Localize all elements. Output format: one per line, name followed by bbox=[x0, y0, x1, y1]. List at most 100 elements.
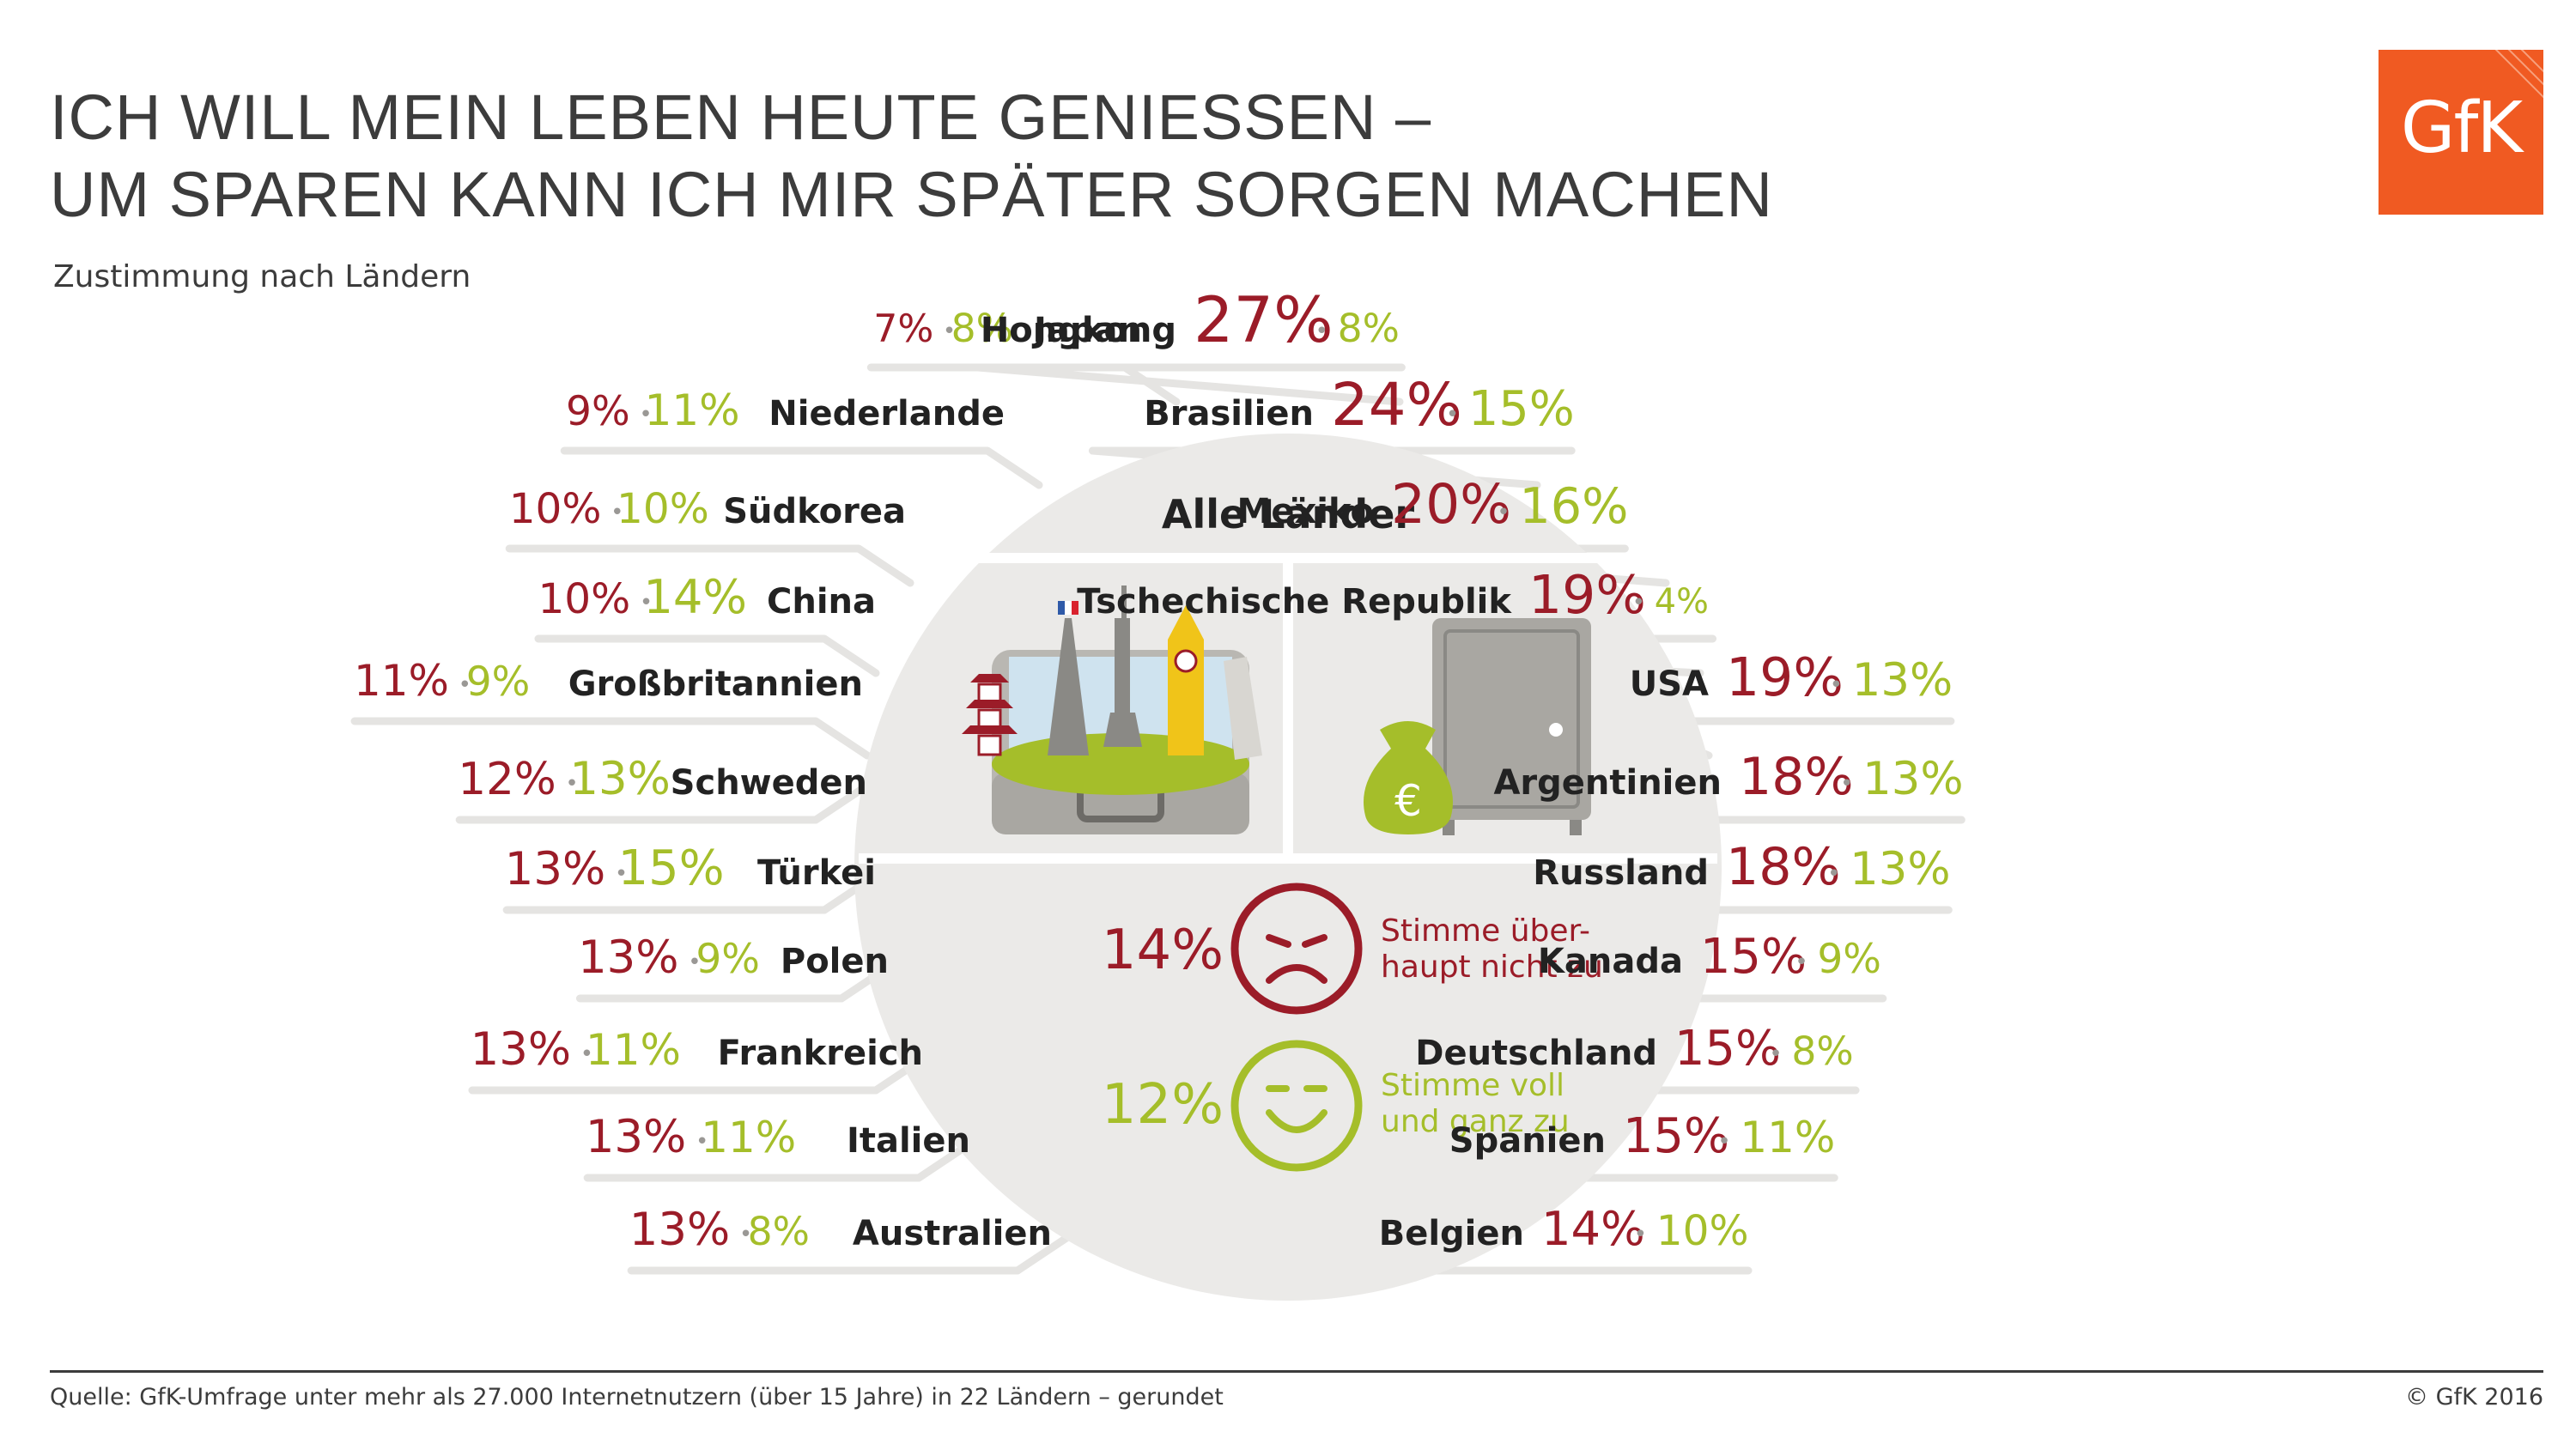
country-rows: Japan8%•7%Niederlande11%•9%Südkorea10%•1… bbox=[354, 284, 1964, 1256]
overall-agree-label-line-2: und ganz zu bbox=[1381, 1104, 1570, 1139]
agree-value-gro-britannien: 9% bbox=[466, 658, 531, 706]
country-label-polen: Polen bbox=[781, 942, 889, 981]
overall-disagree-label-line-1: Stimme über- bbox=[1381, 913, 1590, 949]
disagree-value-tschechische-republik: 19% bbox=[1528, 564, 1646, 626]
suitcase-landmarks-icon bbox=[962, 585, 1262, 834]
leader-line-hongkong bbox=[974, 363, 1406, 406]
separator-dot-schweden: • bbox=[565, 771, 578, 797]
disagree-value-s-dkorea: 10% bbox=[509, 485, 602, 533]
separator-dot-argentinien: • bbox=[1840, 771, 1853, 797]
sad-face-icon bbox=[1230, 883, 1363, 1015]
country-label-italien: Italien bbox=[847, 1121, 970, 1161]
country-label-china: China bbox=[767, 582, 876, 622]
country-label-s-dkorea: Südkorea bbox=[723, 492, 906, 531]
agree-value-schweden: 13% bbox=[569, 753, 670, 805]
overall-disagree-value: 14% bbox=[1102, 919, 1224, 982]
gfk-logo: GfK bbox=[2379, 50, 2543, 215]
country-label-spanien: Spanien bbox=[1449, 1121, 1606, 1161]
disagree-value-mexiko: 20% bbox=[1391, 473, 1511, 536]
agree-value-kanada: 9% bbox=[1817, 936, 1881, 983]
disagree-value-russland: 18% bbox=[1726, 837, 1841, 897]
disagree-value-polen: 13% bbox=[578, 931, 678, 984]
agree-value-s-dkorea: 10% bbox=[617, 485, 709, 533]
disagree-value-deutschland: 15% bbox=[1674, 1021, 1781, 1077]
country-label-hongkong: Hongkong bbox=[981, 311, 1176, 350]
agree-value-t-rkei: 15% bbox=[618, 840, 725, 896]
agree-value-mexiko: 16% bbox=[1519, 478, 1628, 535]
disagree-value-spanien: 15% bbox=[1623, 1108, 1729, 1164]
logo-stripes-icon bbox=[2494, 50, 2543, 99]
separator-dot-australien: • bbox=[739, 1222, 752, 1247]
disagree-value-frankreich: 13% bbox=[471, 1023, 571, 1076]
agree-value-niederlande: 11% bbox=[645, 385, 740, 435]
leader-line-niederlande bbox=[560, 446, 1043, 489]
disagree-value-belgien: 14% bbox=[1541, 1202, 1645, 1256]
agree-value-tschechische-republik: 4% bbox=[1655, 582, 1709, 622]
overall-disagree-label-line-2: haupt nicht zu bbox=[1381, 949, 1603, 985]
separator-dot-frankreich: • bbox=[580, 1041, 593, 1067]
leader-line-australien bbox=[627, 1232, 1073, 1275]
agree-value-japan: 8% bbox=[951, 306, 1013, 351]
disagree-value-niederlande: 9% bbox=[566, 388, 630, 435]
disagree-value-t-rkei: 13% bbox=[505, 843, 605, 895]
disagree-value-argentinien: 18% bbox=[1739, 747, 1854, 807]
separator-dot-japan: • bbox=[943, 319, 956, 344]
country-label-deutschland: Deutschland bbox=[1415, 1034, 1657, 1073]
agree-value-frankreich: 11% bbox=[586, 1025, 681, 1075]
leader-line-s-dkorea bbox=[505, 544, 914, 587]
disagree-value-italien: 13% bbox=[586, 1111, 686, 1163]
agree-value-australien: 8% bbox=[748, 1209, 810, 1254]
separator-dot-mexiko: • bbox=[1497, 500, 1510, 525]
agree-value-brasilien: 15% bbox=[1468, 381, 1575, 437]
disagree-value-china: 10% bbox=[538, 575, 630, 623]
separator-dot-usa: • bbox=[1830, 672, 1843, 698]
agree-value-belgien: 10% bbox=[1656, 1207, 1749, 1255]
country-label-russland: Russland bbox=[1533, 853, 1709, 893]
page-title-line-1: ICH WILL MEIN LEBEN HEUTE GENIESSEN – bbox=[50, 82, 1432, 153]
separator-dot-tschechische-republik: • bbox=[1632, 590, 1645, 616]
page-title-line-2: UM SPAREN KANN ICH MIR SPÄTER SORGEN MAC… bbox=[50, 159, 1773, 230]
country-label-niederlande: Niederlande bbox=[769, 394, 1005, 434]
disagree-value-usa: 19% bbox=[1726, 646, 1844, 708]
leader-line-gro-britannien bbox=[350, 717, 872, 760]
source-note: Quelle: GfK-Umfrage unter mehr als 27.00… bbox=[50, 1384, 1224, 1411]
agree-value-china: 14% bbox=[643, 570, 747, 624]
disagree-value-hongkong: 27% bbox=[1194, 284, 1334, 357]
country-label-japan: Japan bbox=[1031, 311, 1142, 350]
separator-dot-belgien: • bbox=[1634, 1222, 1647, 1247]
disagree-value-gro-britannien: 11% bbox=[354, 656, 449, 706]
agree-value-argentinien: 13% bbox=[1862, 753, 1963, 805]
separator-dot-deutschland: • bbox=[1769, 1041, 1782, 1067]
country-label-kanada: Kanada bbox=[1538, 942, 1683, 981]
separator-dot-spanien: • bbox=[1717, 1129, 1730, 1155]
agree-value-polen: 9% bbox=[696, 936, 760, 983]
separator-dot-china: • bbox=[640, 590, 653, 616]
agree-value-usa: 13% bbox=[1852, 654, 1953, 707]
disagree-value-australien: 13% bbox=[629, 1204, 730, 1256]
country-label-gro-britannien: Großbritannien bbox=[568, 664, 863, 704]
separator-dot-t-rkei: • bbox=[615, 861, 628, 887]
separator-dot-russland: • bbox=[1827, 861, 1840, 887]
happy-face-icon bbox=[1230, 1040, 1363, 1172]
separator-dot-kanada: • bbox=[1795, 949, 1807, 975]
disagree-value-japan: 7% bbox=[873, 307, 933, 351]
country-label-brasilien: Brasilien bbox=[1144, 394, 1314, 434]
logo-text: GfK bbox=[2400, 88, 2523, 169]
agree-value-hongkong: 8% bbox=[1338, 306, 1400, 351]
country-label-belgien: Belgien bbox=[1379, 1214, 1524, 1253]
agree-value-italien: 11% bbox=[701, 1113, 796, 1162]
leader-line-schweden bbox=[455, 781, 872, 824]
country-label-schweden: Schweden bbox=[671, 763, 867, 803]
overall-agree-value: 12% bbox=[1102, 1073, 1224, 1137]
center-title: Alle Länder bbox=[1162, 491, 1415, 537]
country-label-frankreich: Frankreich bbox=[718, 1034, 923, 1073]
country-label-mexiko: Mexiko bbox=[1237, 492, 1374, 531]
separator-dot-brasilien: • bbox=[1446, 402, 1459, 428]
separator-dot-polen: • bbox=[688, 949, 701, 975]
separator-dot-hongkong: • bbox=[1315, 319, 1328, 344]
footer-divider bbox=[50, 1370, 2543, 1373]
svg-text:€: € bbox=[1394, 776, 1422, 826]
disagree-value-schweden: 12% bbox=[458, 754, 556, 805]
country-label-t-rkei: Türkei bbox=[757, 853, 876, 893]
